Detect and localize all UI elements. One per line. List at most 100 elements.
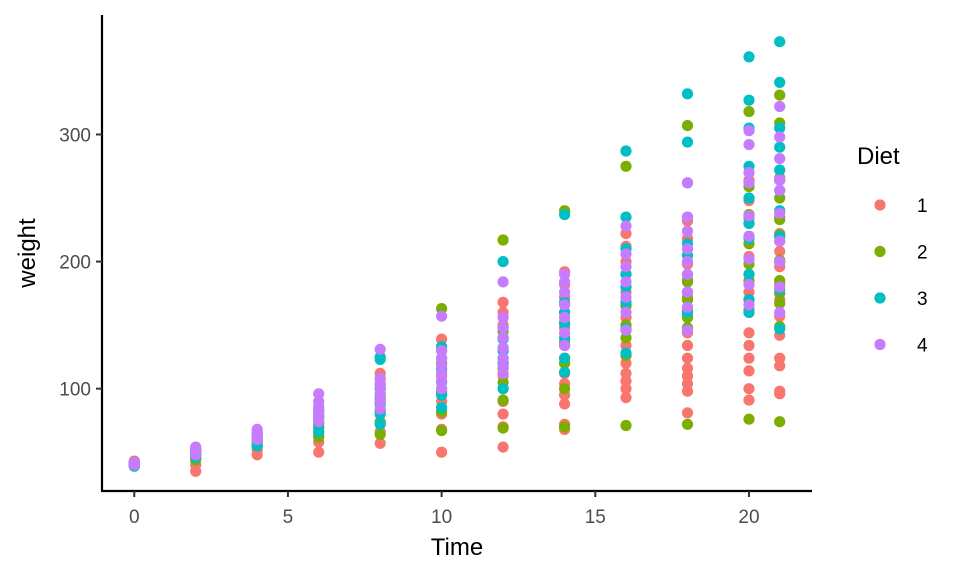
point-diet-4-48 (620, 306, 632, 318)
ticks-layer: 0 5 10 15 20 100 200 300 (59, 125, 759, 528)
point-diet-4-42 (559, 311, 571, 324)
point-diet-1-84 (681, 352, 694, 364)
legend-key-diet-2 (874, 245, 886, 258)
point-diet-3-31 (497, 256, 509, 268)
point-diet-4-65 (743, 253, 755, 265)
point-diet-4-31 (436, 310, 448, 322)
point-diet-3-64 (743, 94, 755, 106)
x-tick-label-0: 0 (129, 507, 140, 528)
point-diet-3-76 (774, 36, 786, 48)
point-diet-3-73 (774, 141, 786, 153)
point-diet-4-56 (681, 286, 694, 298)
point-diet-4-81 (774, 100, 786, 113)
point-diet-3-54 (681, 136, 694, 148)
point-diet-2-31 (497, 234, 509, 246)
legend-label-diet-3: 3 (917, 289, 928, 310)
point-diet-4-74 (774, 256, 786, 268)
point-diet-2-73 (774, 89, 786, 101)
y-tick-label-300: 300 (59, 125, 91, 146)
x-tick-label-10: 10 (431, 507, 452, 528)
point-diet-3-58 (743, 268, 755, 280)
point-diet-1-94 (743, 383, 755, 395)
point-diet-1-53 (559, 398, 571, 410)
point-diet-4-50 (620, 276, 632, 288)
point-diet-4-41 (559, 327, 571, 339)
point-diet-4-55 (681, 301, 694, 313)
point-diet-1-41 (497, 408, 509, 420)
point-diet-1-82 (681, 370, 694, 382)
point-diet-2-51 (681, 120, 694, 132)
point-diet-3-61 (743, 192, 755, 204)
point-diet-1-108 (774, 385, 786, 397)
point-diet-4-53 (620, 220, 632, 232)
point-diet-3-66 (774, 323, 786, 335)
point-diet-3-65 (743, 51, 755, 63)
point-diet-4-75 (774, 235, 786, 247)
point-diet-1-116 (774, 245, 786, 257)
point-diet-3-72 (774, 164, 786, 176)
y-tick-label-200: 200 (59, 253, 91, 274)
point-diet-4-2 (128, 456, 140, 468)
x-tick-label-20: 20 (738, 507, 759, 528)
point-diet-2-33 (559, 383, 571, 395)
point-diet-2-62 (774, 416, 786, 428)
point-diet-4-52 (620, 248, 632, 260)
point-diet-4-80 (774, 131, 786, 143)
point-diet-2-14 (374, 428, 386, 440)
point-diet-4-35 (497, 342, 509, 354)
point-diet-2-39 (620, 419, 632, 432)
point-diet-4-66 (743, 230, 755, 242)
point-diet-2-64 (774, 297, 786, 310)
point-diet-4-58 (681, 256, 694, 268)
point-diet-1-85 (681, 339, 694, 352)
point-diet-4-54 (681, 324, 694, 336)
point-diet-3-20 (436, 402, 448, 414)
point-diet-2-45 (681, 418, 694, 430)
point-diet-4-39 (497, 276, 509, 288)
x-tick-label-15: 15 (585, 507, 606, 528)
point-diet-4-46 (559, 268, 571, 280)
point-diet-3-74 (774, 122, 786, 134)
point-diet-4-23 (374, 372, 386, 385)
point-diet-2-44 (620, 160, 632, 172)
legend-label-diet-2: 2 (917, 243, 928, 264)
point-diet-4-57 (681, 268, 694, 280)
point-diet-3-33 (559, 352, 571, 364)
point-diet-3-39 (620, 347, 632, 359)
point-diet-1-98 (743, 327, 755, 339)
legend-key-diet-4 (874, 338, 886, 351)
point-diet-4-76 (774, 207, 786, 219)
point-diet-4-34 (497, 352, 509, 364)
point-diet-4-72 (774, 306, 786, 318)
point-diet-4-36 (497, 332, 509, 344)
point-diet-4-70 (743, 139, 755, 151)
point-diet-4-47 (620, 324, 632, 336)
point-diet-1-110 (774, 352, 786, 364)
point-diet-1-22 (374, 437, 386, 449)
point-diet-4-61 (681, 211, 694, 223)
y-axis-title: weight (14, 218, 41, 289)
point-diet-4-6 (190, 441, 202, 453)
point-diet-3-45 (620, 211, 632, 223)
point-diet-2-61 (743, 106, 755, 118)
point-diet-1-67 (620, 367, 632, 379)
point-diet-3-38 (559, 209, 571, 221)
point-diet-4-26 (436, 375, 448, 387)
point-diet-1-30 (436, 446, 448, 458)
point-diet-4-40 (559, 339, 571, 352)
point-diet-1-66 (620, 375, 632, 387)
point-diet-2-32 (559, 421, 571, 433)
legend-key-diet-1 (874, 199, 886, 211)
point-diet-4-38 (497, 311, 509, 324)
point-diet-1-64 (620, 392, 632, 404)
point-diet-3-32 (559, 366, 571, 378)
point-diet-4-43 (559, 299, 571, 311)
point-diet-3-46 (620, 145, 632, 157)
point-diet-1-16 (313, 446, 325, 458)
point-diet-4-37 (497, 322, 509, 334)
point-diet-4-77 (774, 184, 786, 196)
point-diet-4-11 (251, 423, 263, 435)
point-diet-4-68 (743, 177, 755, 189)
points-layer (128, 36, 786, 477)
